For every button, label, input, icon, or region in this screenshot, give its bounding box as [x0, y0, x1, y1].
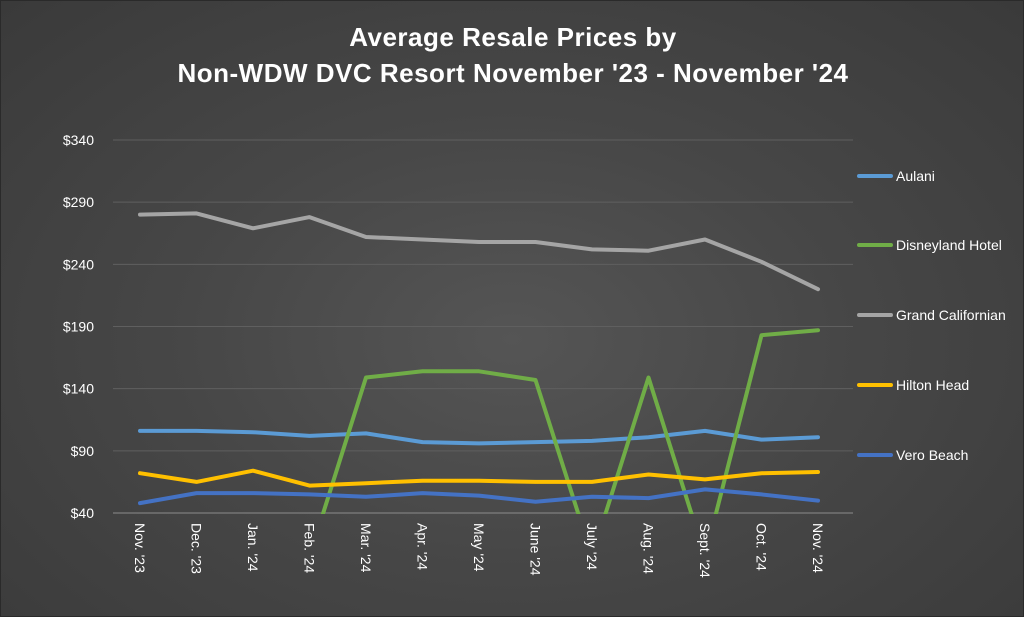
x-axis-ticks: Nov. '23 Dec. '23 Jan. '24 Feb. '24 Mar. '24… [132, 523, 826, 578]
series-lines [138, 211, 820, 514]
y-tick-label: $190 [63, 319, 94, 335]
legend-item: Vero Beach [857, 447, 968, 463]
y-tick-label: $40 [71, 505, 95, 521]
legend-label: Vero Beach [896, 447, 968, 463]
x-tick-label: Aug. '24 [641, 523, 657, 574]
x-tick-label: Oct. '24 [754, 523, 770, 571]
x-tick-label: Dec. '23 [189, 523, 205, 574]
legend-label: Disneyland Hotel [896, 237, 1002, 253]
x-tick-label: June '24 [528, 523, 544, 576]
x-tick-label: Mar. '24 [358, 523, 374, 573]
legend-label: Hilton Head [896, 377, 969, 393]
series-line-hilton-head [138, 468, 820, 488]
y-axis-ticks: $340 $290 $240 $190 $140 $90 $40 [63, 132, 94, 521]
series-line-vero-beach [138, 487, 820, 506]
x-tick-label: Nov. '24 [810, 523, 826, 573]
y-tick-label: $290 [63, 194, 94, 210]
chart-title-line-1: Average Resale Prices by [349, 22, 677, 52]
y-tick-label: $90 [71, 443, 95, 459]
x-tick-label: Feb. '24 [302, 523, 318, 573]
gridlines [113, 139, 853, 514]
legend-label: Aulani [896, 168, 935, 184]
chart-title-line-2: Non-WDW DVC Resort November '23 - Novemb… [177, 58, 849, 88]
y-tick-label: $240 [63, 256, 94, 272]
x-tick-label: Sept. '24 [697, 523, 713, 578]
series-line-aulani [138, 428, 820, 446]
legend-label: Grand Californian [896, 307, 1006, 323]
y-tick-label: $140 [63, 381, 94, 397]
legend: Aulani Disneyland Hotel Grand Californian H… [857, 168, 1006, 463]
x-tick-label: Nov. '23 [132, 523, 148, 573]
legend-item: Grand Californian [857, 307, 1006, 323]
legend-item: Disneyland Hotel [857, 237, 1002, 253]
x-tick-label: Jan. '24 [245, 523, 261, 572]
x-tick-label: July '24 [584, 523, 600, 570]
series-line-grand-californian [138, 211, 820, 292]
x-tick-label: Apr. '24 [415, 523, 431, 570]
legend-item: Aulani [857, 168, 935, 184]
x-tick-label: May '24 [471, 523, 487, 572]
chart-title: Average Resale Prices by Non-WDW DVC Res… [1, 19, 1024, 91]
series-line-disneyland-hotel [320, 328, 820, 514]
legend-item: Hilton Head [857, 377, 969, 393]
y-tick-label: $340 [63, 132, 94, 148]
